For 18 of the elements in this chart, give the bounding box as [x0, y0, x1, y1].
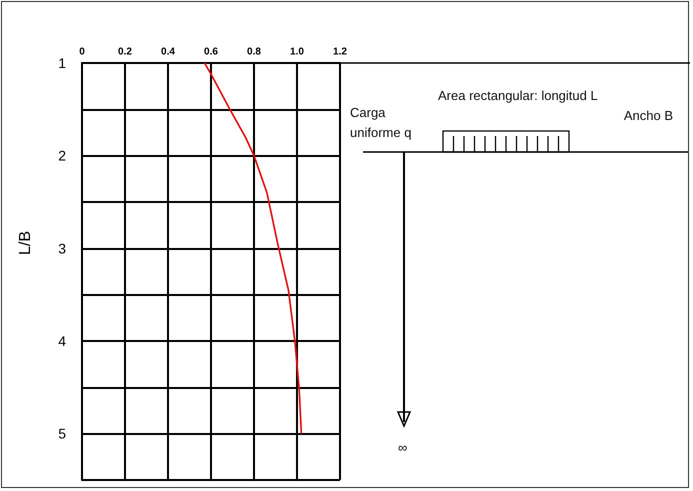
- y-axis-title: L/B: [17, 230, 35, 256]
- y-tick-label: 3: [58, 240, 66, 256]
- x-tick-label: 1.0: [290, 46, 304, 58]
- x-tick-label: 0.2: [118, 46, 132, 58]
- line-series: [204, 62, 302, 434]
- text: Carga uniforme q: [350, 104, 412, 142]
- y-tick-label: 2: [58, 148, 66, 164]
- x-tick-label: 0.6: [204, 46, 218, 58]
- x-tick-label: 0.4: [161, 46, 176, 58]
- x-tick-label: 1.2: [333, 46, 348, 58]
- y-tick-label: 1: [58, 55, 66, 71]
- y-tick-label: 4: [58, 333, 66, 349]
- x-tick-label: 0.8: [247, 46, 262, 58]
- x-tick-label: 0: [79, 46, 86, 58]
- y-tick-label: 5: [58, 426, 66, 442]
- text: Ancho B: [624, 107, 673, 125]
- text: ∞: [398, 439, 408, 457]
- text: Area rectangular: longitud L: [438, 87, 598, 105]
